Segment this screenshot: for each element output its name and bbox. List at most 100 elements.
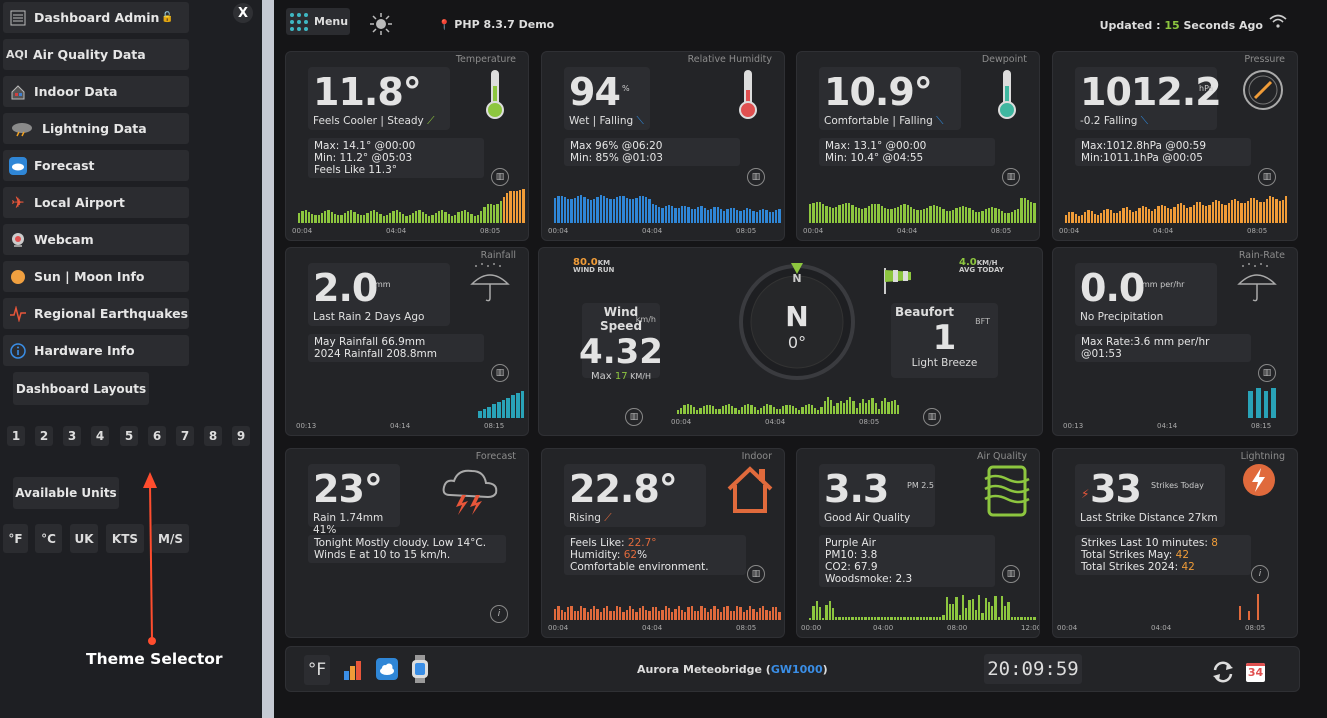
info-icon[interactable]: i [1251,565,1269,583]
sparkline-bar [378,417,382,418]
sidebar-item-label: Local Airport [34,195,125,210]
sparkline-bar [710,609,713,620]
chart-toggle-icon[interactable]: ▥ [747,565,765,583]
sparkline-bar [392,210,395,223]
unit-button-f[interactable]: °F [3,524,28,553]
sparkline-bar [1147,209,1151,223]
layout-button-6[interactable]: 6 [148,426,166,446]
unit-button-uk[interactable]: UK [70,524,98,553]
sparkline-bar [482,408,487,418]
sparkline-bar [359,215,362,223]
card-title: Pressure [1244,54,1285,65]
chart-toggle-icon[interactable]: ▥ [923,408,941,426]
sidebar-item-dashboard-admin[interactable]: Dashboard Admin 🔓 [3,2,189,33]
layout-button-5[interactable]: 5 [120,426,138,446]
sidebar-item-forecast[interactable]: Forecast [3,150,189,181]
sparkline-bar [489,204,492,223]
layout-button-8[interactable]: 8 [204,426,222,446]
chart-toggle-icon[interactable]: ▥ [491,168,509,186]
sidebar-item-earthquakes[interactable]: Regional Earthquakes [3,298,189,329]
sparkline-bar [887,617,890,620]
sidebar-item-sun-moon[interactable]: Sun | Moon Info [3,261,189,292]
sidebar-item-air-quality[interactable]: AQI Air Quality Data [3,39,189,70]
sparkline-bar [971,210,974,223]
menu-button[interactable]: Menu [286,8,350,35]
sparkline-bar [807,404,810,414]
info-icon[interactable]: i [490,605,508,623]
chart-toggle-icon[interactable]: ▥ [491,364,509,382]
layout-button-9[interactable]: 9 [232,426,250,446]
sparkline-bar [1096,214,1100,223]
sparkline-bar [974,610,977,620]
sparkline-bar [689,404,692,414]
sparkline-bar [1071,211,1074,223]
close-button[interactable]: X [233,3,253,23]
sparkline-bar [877,617,880,620]
layout-button-2[interactable]: 2 [35,426,53,446]
chart-toggle-icon[interactable]: ▥ [1002,168,1020,186]
sparkline-bar [978,211,981,223]
sparkline-bar [674,608,677,620]
chart-toggle-icon[interactable]: ▥ [1258,168,1276,186]
sparkline-bar [350,210,353,223]
sparkline-bar [759,407,763,414]
dashboard-layouts-button[interactable]: Dashboard Layouts [13,372,149,405]
sparkline-bar [826,396,829,414]
sparkline-bar [739,211,742,223]
smartwatch-icon[interactable] [411,655,429,683]
sparkline-bar [991,605,994,620]
sidebar-item-indoor[interactable]: Indoor Data [3,76,189,107]
sparkline-bar [900,617,903,620]
sidebar-item-webcam[interactable]: Webcam [3,224,189,255]
sparkline-bar [366,212,369,223]
sidebar-item-lightning[interactable]: Lightning Data [3,113,189,144]
chart-toggle-icon[interactable]: ▥ [1002,565,1020,583]
sparkline-bar [473,417,477,418]
sparkline-bar [812,606,815,620]
sparkline-bar [1284,196,1288,223]
unit-button-ms[interactable]: M/S [152,524,189,553]
sparkline-bar [1263,391,1269,418]
chart-toggle-icon[interactable]: ▥ [625,408,643,426]
available-units-button[interactable]: Available Units [13,477,119,509]
sparkline-bar [1151,210,1154,223]
weather-cloud-icon[interactable] [376,658,398,680]
calendar-icon[interactable]: 34 [1246,663,1265,682]
sparkline-bar [567,607,570,620]
sparkline-bar [1256,594,1260,620]
aqi-icon: AQI [6,48,28,61]
sparkline-bar [418,210,421,223]
chart-toggle-icon[interactable]: ▥ [747,168,765,186]
sparkline-bar [476,214,479,223]
sparkline-bar [677,605,680,620]
card-title: Temperature [455,54,516,65]
time-label: 00:00 [801,624,822,632]
sparkline-bar [680,407,683,414]
rainrate-status: No Precipitation [1080,311,1164,323]
sparkline-bar [464,417,468,418]
theme-toggle-sun-icon[interactable] [370,13,392,35]
layout-button-1[interactable]: 1 [7,426,25,446]
bar-chart-icon[interactable] [343,659,363,681]
sparkline-bar [667,204,670,223]
unit-button-c[interactable]: °C [35,524,62,553]
sparkline-bar [817,410,820,414]
card-title: Rainfall [480,250,516,261]
layout-button-4[interactable]: 4 [91,426,109,446]
time-label: 00:13 [296,422,317,430]
unit-toggle-button[interactable]: °F [304,655,330,685]
sidebar-item-hardware-info[interactable]: Hardware Info [3,335,189,366]
sparkline-bar [586,198,589,223]
sparkline-bar [317,214,320,223]
rainrate-card: Rain-Rate 0.0 No Precipitation mm per/hr… [1052,247,1298,436]
lightning-bolt-icon [1243,464,1275,496]
layout-button-3[interactable]: 3 [63,426,81,446]
chart-toggle-icon[interactable]: ▥ [1258,364,1276,382]
sparkline-bar [1112,212,1115,223]
sidebar-item-local-airport[interactable]: ✈ Local Airport [3,187,189,218]
layout-button-7[interactable]: 7 [176,426,194,446]
unit-button-kts[interactable]: KTS [106,524,144,553]
refresh-icon[interactable] [1212,661,1234,683]
sparkline-bar [718,409,721,414]
sparkline-bar [1248,391,1253,418]
